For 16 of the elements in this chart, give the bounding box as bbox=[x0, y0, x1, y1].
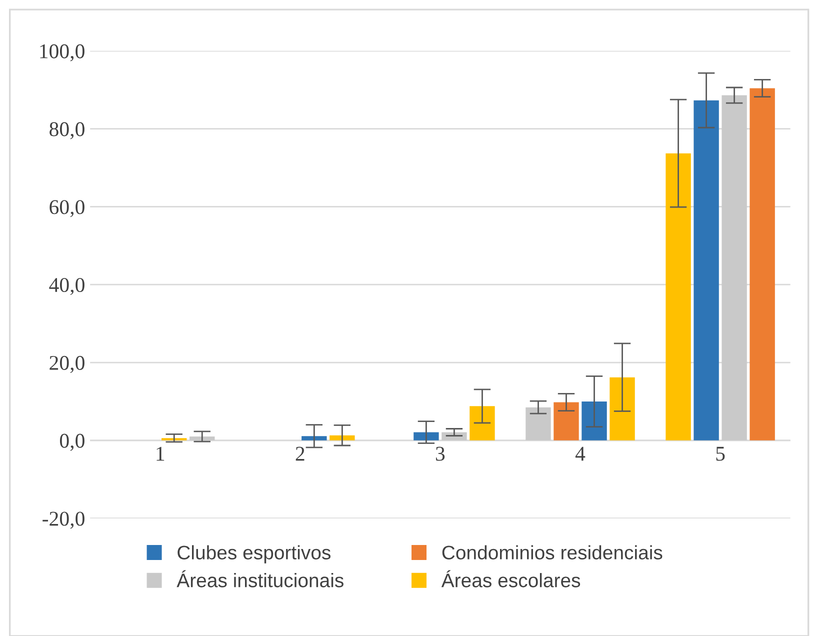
legend-label: Condominios residenciais bbox=[442, 545, 662, 560]
x-tick-label: 4 bbox=[575, 446, 586, 461]
x-tick-label: 3 bbox=[436, 446, 445, 461]
y-tick-label: 100,0 bbox=[40, 44, 84, 62]
y-tick-label: 20,0 bbox=[50, 356, 84, 373]
x-tick-label: 1 bbox=[156, 446, 164, 461]
x-tick-label: 5 bbox=[716, 446, 725, 461]
legend-label: Áreas escolares bbox=[441, 570, 580, 588]
y-tick-label: 80,0 bbox=[50, 122, 84, 140]
y-tick-label: -20,0 bbox=[42, 512, 84, 529]
y-tick-label: 60,0 bbox=[50, 200, 84, 218]
legend-label: Áreas institucionais bbox=[176, 570, 344, 588]
x-tick-label: 2 bbox=[296, 446, 304, 461]
y-tick-label: 40,0 bbox=[49, 278, 84, 296]
y-tick-label: 0,0 bbox=[60, 434, 84, 451]
legend-label: Clubes esportivos bbox=[178, 545, 330, 564]
